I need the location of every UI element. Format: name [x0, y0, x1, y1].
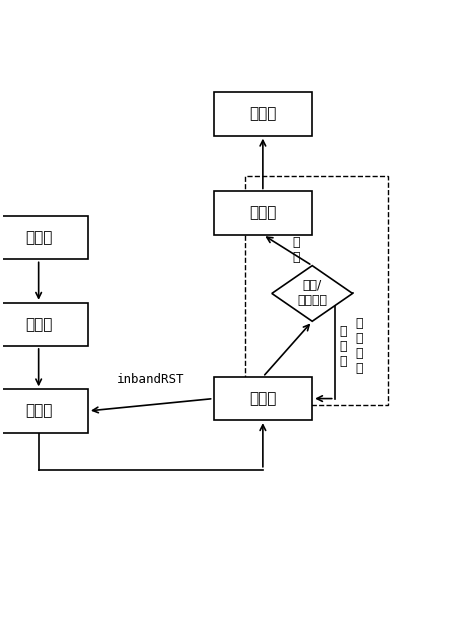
- FancyBboxPatch shape: [0, 216, 88, 260]
- Text: inbandRST: inbandRST: [117, 373, 184, 386]
- FancyBboxPatch shape: [213, 92, 312, 136]
- Text: 通
过: 通 过: [293, 236, 300, 264]
- Text: 物理层: 物理层: [25, 404, 52, 419]
- FancyBboxPatch shape: [0, 389, 88, 432]
- FancyBboxPatch shape: [0, 303, 88, 346]
- FancyBboxPatch shape: [213, 377, 312, 420]
- Text: 链路层: 链路层: [249, 205, 276, 220]
- Text: 校验/
重传校验: 校验/ 重传校验: [297, 280, 327, 308]
- Text: 发
起
复
位: 发 起 复 位: [355, 317, 363, 375]
- FancyBboxPatch shape: [213, 192, 312, 235]
- Polygon shape: [272, 266, 353, 321]
- Text: 链路层: 链路层: [25, 317, 52, 332]
- Text: 协议层: 协议层: [25, 230, 52, 245]
- Text: 协议层: 协议层: [249, 107, 276, 122]
- Text: 未
通
过: 未 通 过: [339, 324, 346, 368]
- Text: 物理层: 物理层: [249, 391, 276, 406]
